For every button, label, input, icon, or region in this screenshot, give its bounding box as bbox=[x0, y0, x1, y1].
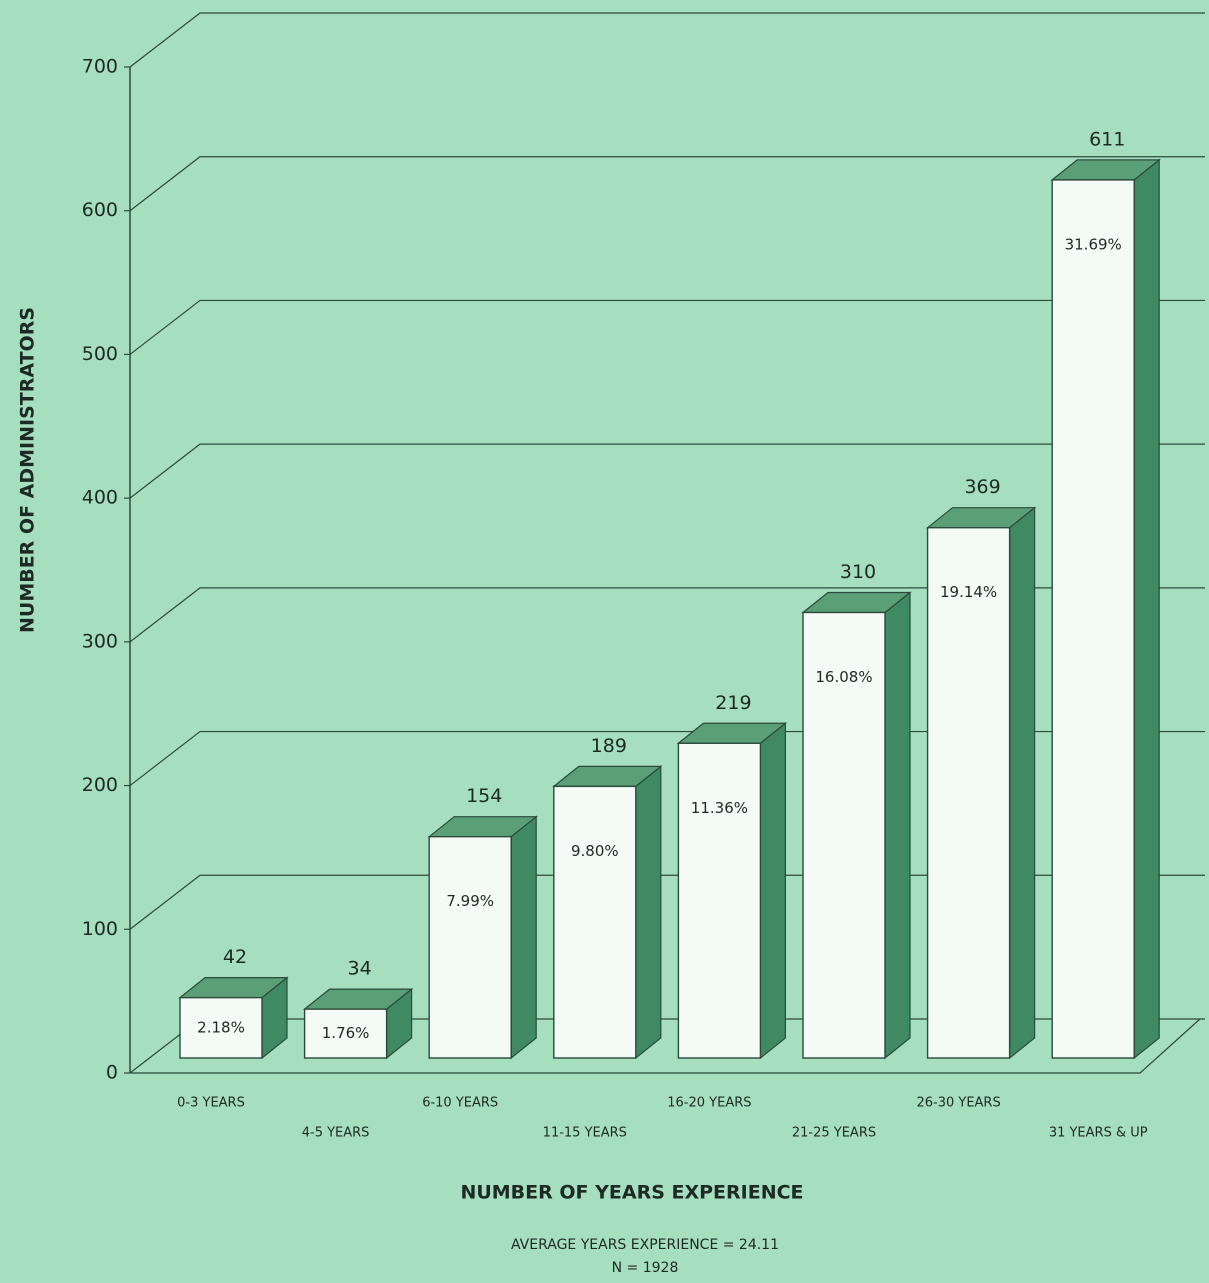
bar bbox=[303, 1008, 388, 1059]
bar-side bbox=[510, 815, 537, 1060]
value-label: 154 bbox=[466, 785, 502, 807]
x-tick-label: 21-25 YEARS bbox=[792, 1126, 876, 1141]
bar bbox=[926, 526, 1011, 1059]
bar bbox=[802, 611, 886, 1059]
bar bbox=[179, 996, 263, 1059]
y-tick-label: 0 bbox=[106, 1062, 118, 1084]
percent-label: 31.69% bbox=[1065, 235, 1122, 253]
y-tick-label: 300 bbox=[82, 630, 118, 652]
grid-line bbox=[129, 12, 1205, 68]
percent-label: 16.08% bbox=[815, 668, 872, 686]
x-tick-label: 11-15 YEARS bbox=[543, 1126, 627, 1141]
grid-line bbox=[129, 587, 1205, 643]
x-tick-label: 4-5 YEARS bbox=[302, 1126, 370, 1141]
value-label: 310 bbox=[840, 561, 876, 583]
value-label: 611 bbox=[1089, 128, 1125, 150]
y-tick-label: 100 bbox=[82, 918, 118, 940]
value-label: 369 bbox=[964, 476, 1000, 498]
y-tick-label: 200 bbox=[82, 774, 118, 796]
value-label: 34 bbox=[348, 958, 372, 980]
x-tick-label: 6-10 YEARS bbox=[422, 1096, 498, 1111]
percent-label: 11.36% bbox=[691, 799, 748, 817]
annotation: N = 1928 bbox=[612, 1260, 679, 1276]
grid-line bbox=[129, 443, 1205, 499]
percent-label: 7.99% bbox=[446, 892, 494, 910]
grid-line bbox=[129, 156, 1205, 212]
y-tick-label: 600 bbox=[82, 199, 118, 221]
bar-side bbox=[1133, 158, 1160, 1060]
annotation: AVERAGE YEARS EXPERIENCE = 24.11 bbox=[511, 1237, 779, 1253]
bar bbox=[428, 835, 512, 1059]
y-tick-label: 400 bbox=[82, 487, 118, 509]
bar-side bbox=[635, 765, 662, 1060]
bar bbox=[677, 742, 762, 1059]
y-tick-label: 500 bbox=[82, 343, 118, 365]
y-tick-label: 700 bbox=[82, 56, 118, 78]
value-label: 42 bbox=[223, 946, 247, 968]
y-axis-title: NUMBER OF ADMINISTRATORS bbox=[17, 307, 39, 633]
x-tick-label: 26-30 YEARS bbox=[916, 1096, 1000, 1111]
bar-side bbox=[1008, 506, 1036, 1060]
x-tick-label: 0-3 YEARS bbox=[177, 1096, 245, 1111]
bar bbox=[553, 785, 637, 1059]
value-label: 189 bbox=[591, 735, 627, 757]
percent-label: 2.18% bbox=[197, 1018, 245, 1036]
bar bbox=[1051, 179, 1135, 1059]
percent-label: 9.80% bbox=[571, 842, 619, 860]
bar-side bbox=[884, 591, 911, 1060]
value-label: 219 bbox=[715, 692, 751, 714]
bar-side bbox=[759, 722, 787, 1060]
floor bbox=[130, 1018, 1201, 1074]
percent-label: 1.76% bbox=[322, 1024, 370, 1042]
x-tick-label: 16-20 YEARS bbox=[667, 1096, 751, 1111]
percent-label: 19.14% bbox=[940, 583, 997, 601]
x-tick-label: 31 YEARS & UP bbox=[1049, 1126, 1148, 1141]
x-axis-title: NUMBER OF YEARS EXPERIENCE bbox=[460, 1182, 803, 1204]
grid-line bbox=[129, 299, 1205, 355]
